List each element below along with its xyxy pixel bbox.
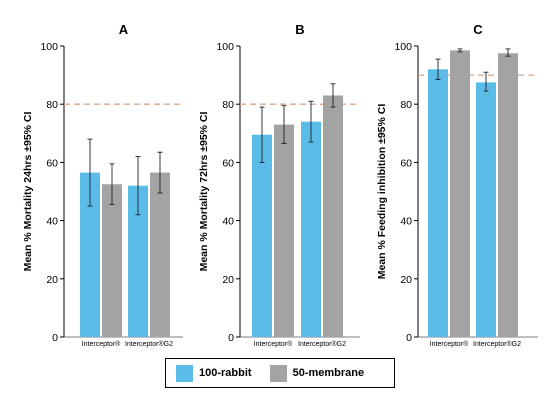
- y-tick-label: 100: [40, 41, 58, 53]
- legend-swatch-membrane: [269, 364, 287, 382]
- category-label: Interceptor®G2: [298, 340, 346, 348]
- bar-membrane: [323, 95, 343, 337]
- y-tick-label: 60: [222, 157, 234, 169]
- category-label: Interceptor®: [430, 340, 469, 348]
- legend-label-membrane: 50-membrane: [292, 367, 365, 379]
- y-tick-label: 80: [222, 99, 234, 111]
- panel-a: A 0 20 40 60 80 100 Mean % Mortality 24hrs ±95%…: [22, 22, 183, 348]
- bar-membrane: [150, 172, 170, 337]
- y-axis-label: Mean % Mortality 72hrs ±95% CI: [198, 112, 210, 272]
- legend-swatch-rabbit: [176, 364, 193, 382]
- bar-membrane: [274, 124, 294, 337]
- category-label: Interceptor®G2: [125, 340, 173, 348]
- y-axis-label: Mean % Feeding inhibition ±95% CI: [376, 104, 388, 280]
- panel-title: C: [473, 22, 483, 37]
- y-tick-label: 0: [406, 332, 412, 344]
- y-tick-label: 40: [46, 216, 58, 228]
- bar-membrane: [102, 184, 122, 337]
- y-tick-label: 60: [46, 157, 58, 169]
- bar-rabbit: [128, 185, 148, 337]
- y-tick-label: 40: [222, 216, 234, 228]
- y-tick-label: 100: [394, 41, 412, 53]
- y-tick-label: 20: [400, 274, 412, 286]
- y-tick-label: 100: [216, 41, 234, 53]
- legend-item-rabbit: 100-rabbit: [176, 364, 252, 382]
- bar-membrane: [450, 50, 470, 338]
- category-label: Interceptor®: [82, 340, 121, 348]
- panel-title: A: [119, 22, 129, 37]
- y-tick-label: 80: [400, 99, 412, 111]
- y-tick-label: 20: [222, 274, 234, 286]
- category-label: Interceptor®: [254, 340, 293, 348]
- category-label: Interceptor®G2: [473, 340, 521, 348]
- legend-label-rabbit: 100-rabbit: [199, 367, 252, 379]
- bar-rabbit: [301, 121, 321, 337]
- bar-membrane: [498, 53, 518, 338]
- y-tick-label: 0: [52, 332, 58, 344]
- y-tick-label: 0: [228, 332, 234, 344]
- panel-title: B: [295, 22, 304, 37]
- bar-rabbit: [476, 82, 496, 337]
- panel-b: B 0 20 40 60 80 100 Mean % Mortality 72hrs ±95%…: [198, 22, 360, 348]
- y-tick-label: 60: [400, 157, 412, 169]
- legend: 100-rabbit 50-membrane: [165, 358, 395, 388]
- bar-rabbit: [428, 69, 448, 337]
- y-tick-label: 20: [46, 274, 58, 286]
- y-tick-label: 40: [400, 216, 412, 228]
- y-axis-label: Mean % Mortality 24hrs ±95% CI: [22, 112, 34, 272]
- bar-rabbit: [252, 134, 272, 337]
- bar-rabbit: [80, 172, 100, 337]
- y-tick-label: 80: [46, 99, 58, 111]
- panel-c: C 0 20 40 60 80 100 Mean % Feeding inhibition ±…: [376, 22, 538, 348]
- legend-item-membrane: 50-membrane: [269, 364, 365, 382]
